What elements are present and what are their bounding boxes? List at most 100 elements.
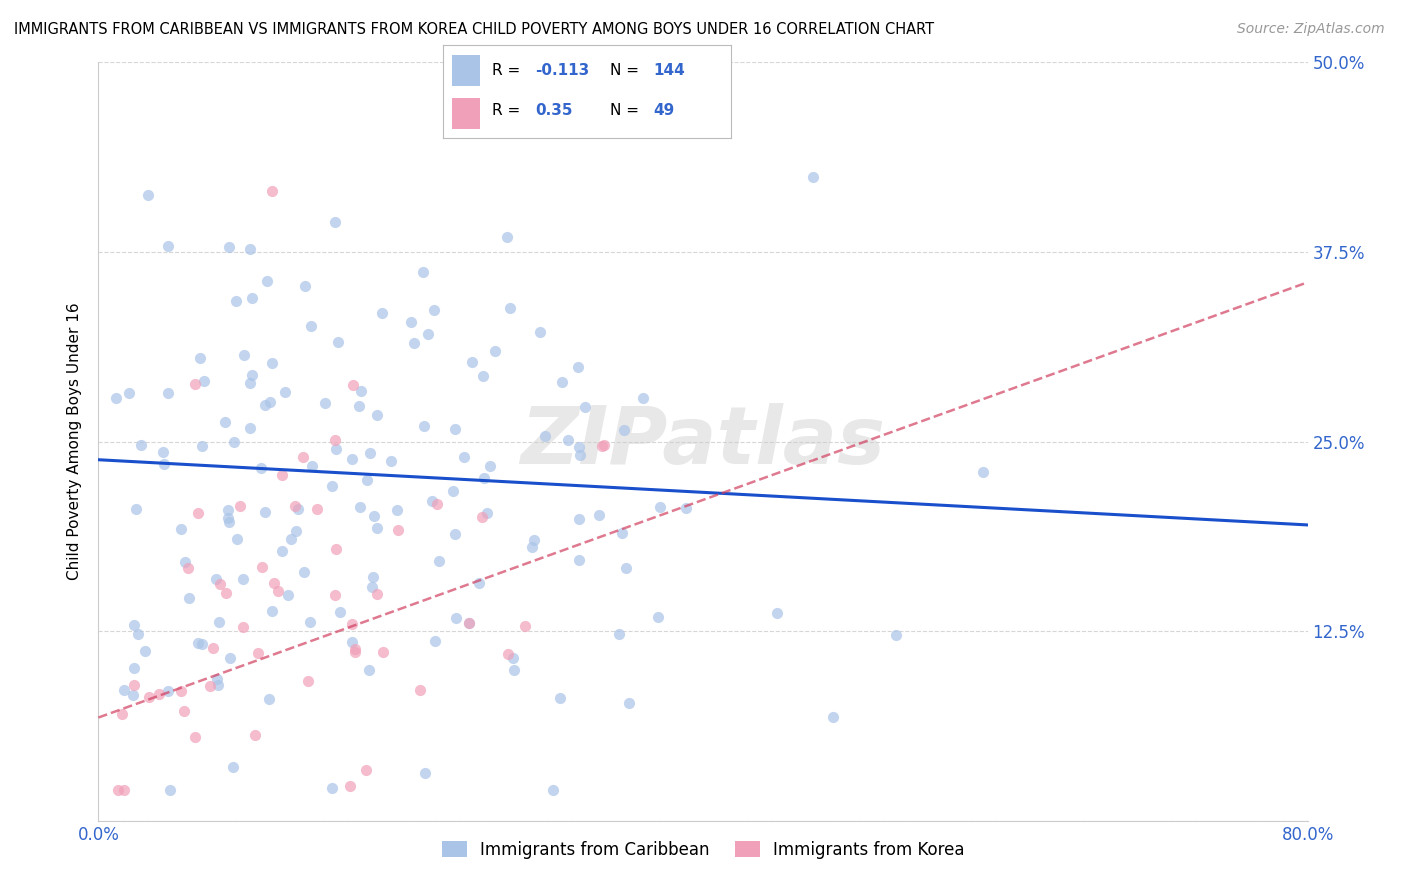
Point bbox=[460, 355, 482, 369]
Point bbox=[122, 661, 145, 675]
Point bbox=[122, 678, 145, 692]
Point bbox=[215, 586, 238, 600]
Legend: Immigrants from Caribbean, Immigrants from Korea: Immigrants from Caribbean, Immigrants fr… bbox=[434, 834, 972, 865]
Point bbox=[299, 615, 322, 629]
Point bbox=[252, 560, 274, 574]
Point bbox=[125, 502, 148, 516]
Point bbox=[541, 783, 564, 797]
Point bbox=[246, 646, 269, 660]
Point bbox=[110, 707, 132, 722]
Point bbox=[471, 510, 494, 524]
Point bbox=[284, 500, 307, 514]
Point bbox=[209, 577, 232, 591]
Point bbox=[371, 645, 394, 659]
Point bbox=[402, 335, 425, 350]
Point bbox=[112, 682, 135, 697]
Point bbox=[409, 682, 432, 697]
Point bbox=[153, 457, 176, 471]
Point bbox=[574, 400, 596, 414]
Point bbox=[156, 386, 179, 401]
Point bbox=[523, 533, 546, 547]
Point bbox=[222, 434, 245, 449]
Point bbox=[323, 214, 346, 228]
Point bbox=[453, 450, 475, 464]
Point bbox=[568, 440, 591, 454]
Point bbox=[301, 458, 323, 473]
Point bbox=[425, 634, 447, 648]
Point bbox=[607, 627, 630, 641]
Point bbox=[513, 618, 536, 632]
Point bbox=[263, 576, 285, 591]
Point bbox=[343, 645, 366, 659]
Point bbox=[520, 540, 543, 554]
Point bbox=[134, 644, 156, 658]
Point bbox=[340, 635, 363, 649]
Point bbox=[321, 780, 343, 795]
Point bbox=[675, 501, 697, 516]
Point bbox=[619, 697, 641, 711]
Point bbox=[557, 434, 579, 448]
Text: N =: N = bbox=[610, 62, 644, 78]
Point bbox=[444, 611, 467, 625]
Point bbox=[191, 438, 214, 452]
Point bbox=[157, 239, 180, 253]
Point bbox=[444, 422, 467, 436]
Point bbox=[415, 765, 437, 780]
Point bbox=[416, 326, 439, 341]
Point bbox=[349, 500, 371, 514]
Point bbox=[361, 570, 384, 584]
Point bbox=[239, 420, 262, 434]
Point bbox=[357, 663, 380, 677]
Point bbox=[766, 606, 789, 620]
Point bbox=[200, 679, 222, 693]
Point bbox=[801, 169, 824, 184]
Text: 144: 144 bbox=[654, 62, 685, 78]
Point bbox=[148, 687, 170, 701]
Point bbox=[612, 525, 634, 540]
Point bbox=[593, 438, 616, 452]
Point bbox=[307, 501, 329, 516]
Point bbox=[484, 343, 506, 358]
Point bbox=[467, 576, 489, 591]
Point bbox=[277, 588, 299, 602]
Point bbox=[427, 554, 450, 568]
Point bbox=[152, 445, 174, 459]
Point bbox=[380, 454, 402, 468]
Point bbox=[262, 184, 284, 198]
Point bbox=[225, 293, 247, 308]
Point bbox=[426, 497, 449, 511]
Point bbox=[271, 467, 294, 482]
Point bbox=[187, 636, 209, 650]
Point bbox=[387, 524, 409, 538]
Point bbox=[274, 385, 297, 400]
Point bbox=[502, 650, 524, 665]
Point bbox=[444, 527, 467, 541]
Point bbox=[340, 616, 363, 631]
Point bbox=[503, 663, 526, 677]
Text: Source: ZipAtlas.com: Source: ZipAtlas.com bbox=[1237, 22, 1385, 37]
Point bbox=[477, 506, 499, 520]
Point bbox=[529, 326, 551, 340]
Point bbox=[184, 377, 207, 392]
Text: 0.35: 0.35 bbox=[536, 103, 572, 118]
Point bbox=[422, 302, 444, 317]
Point bbox=[242, 368, 264, 383]
Point bbox=[478, 459, 501, 474]
Point bbox=[496, 230, 519, 244]
Point bbox=[107, 783, 129, 797]
Point bbox=[569, 448, 592, 462]
Point bbox=[118, 386, 141, 401]
Point bbox=[325, 542, 347, 557]
Point bbox=[219, 651, 242, 665]
Point bbox=[253, 398, 276, 412]
Point bbox=[366, 408, 388, 422]
Point bbox=[314, 396, 336, 410]
Point bbox=[257, 692, 280, 706]
Point bbox=[239, 376, 262, 391]
Point bbox=[292, 565, 315, 579]
Point bbox=[204, 573, 226, 587]
Point bbox=[499, 301, 522, 316]
Point bbox=[613, 423, 636, 437]
Point bbox=[138, 187, 160, 202]
Point bbox=[250, 461, 273, 475]
